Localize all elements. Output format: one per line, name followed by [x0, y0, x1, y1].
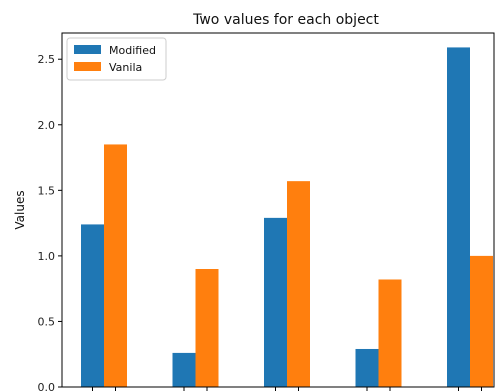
y-tick-label: 0.5 — [38, 315, 56, 328]
bar-modified-3 — [264, 217, 287, 387]
bars-group — [81, 47, 493, 388]
chart-title: Two values for each object — [192, 12, 379, 28]
bar-vanila-1 — [104, 144, 127, 387]
legend-swatch-modified — [74, 45, 101, 54]
plot-frame — [61, 32, 495, 388]
bar-vanila-2 — [195, 269, 219, 387]
y-tick-label: 1.5 — [38, 184, 56, 197]
legend-label-vanila: Vanila — [109, 61, 142, 74]
legend-label-modified: Modified — [109, 44, 156, 57]
bar-modified-5 — [447, 47, 470, 388]
y-tick-label: 2.0 — [38, 119, 56, 132]
y-axis-title: Values — [13, 190, 27, 229]
bar-vanila-4 — [378, 279, 402, 387]
bar-modified-1 — [81, 224, 104, 387]
legend-swatch-vanila — [74, 62, 101, 71]
y-axis: 0.0 0.5 1.0 1.5 2.0 2.5 — [38, 53, 62, 392]
bar-modified-4 — [355, 348, 379, 387]
y-tick-label: 2.5 — [38, 53, 56, 66]
bar-modified-2 — [172, 352, 196, 387]
x-axis — [92, 387, 482, 391]
bar-vanila-5 — [470, 255, 493, 387]
legend: Modified Vanila — [66, 37, 167, 81]
bar-vanila-3 — [287, 181, 310, 387]
y-tick-label: 0.0 — [38, 381, 56, 392]
y-tick-label: 1.0 — [38, 250, 56, 263]
